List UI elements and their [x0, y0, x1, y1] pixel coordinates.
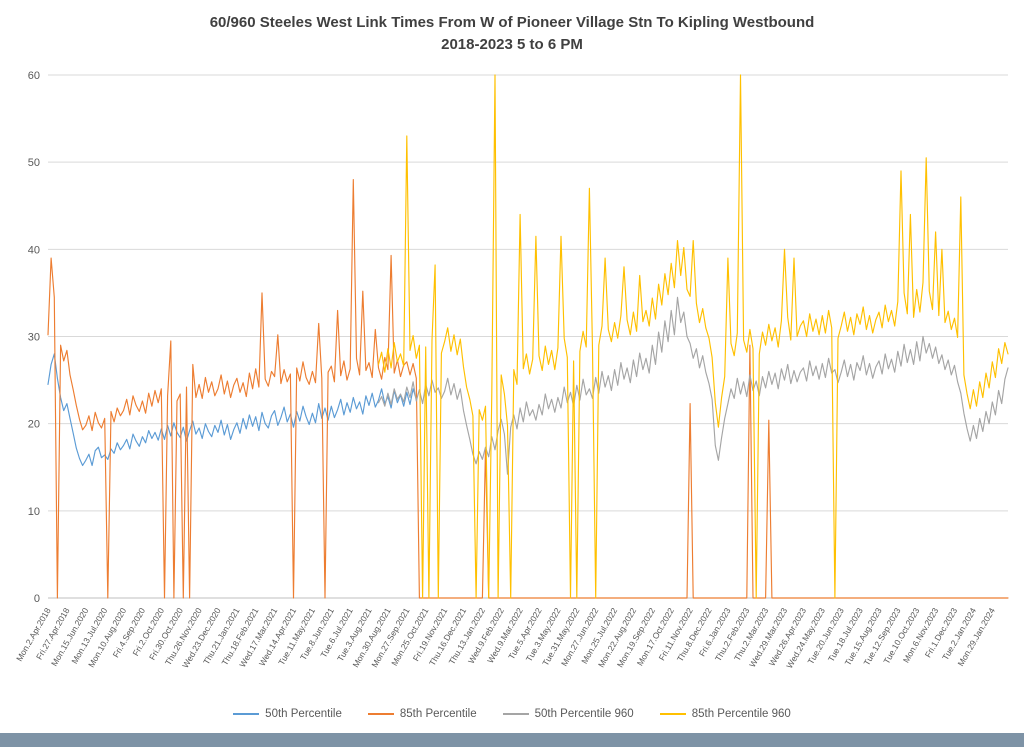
chart-legend: 50th Percentile 85th Percentile 50th Perce…	[0, 708, 1024, 720]
series-line-85th-percentile-960	[377, 74, 1009, 599]
legend-item: 50th Percentile 960	[502, 708, 634, 720]
legend-item: 85th Percentile 960	[659, 708, 791, 720]
y-axis-tick-label: 60	[28, 70, 40, 82]
y-axis-tick-label: 20	[28, 419, 40, 431]
legend-swatch	[502, 712, 529, 716]
legend-item: 50th Percentile	[233, 708, 342, 720]
legend-label: 85th Percentile	[399, 708, 477, 720]
legend-item: 85th Percentile	[367, 708, 477, 720]
legend-swatch	[659, 712, 686, 716]
bottom-bar	[0, 733, 1024, 747]
chart-title: 60/960 Steeles West Link Times From W of…	[209, 14, 815, 31]
series-line-50th-percentile	[47, 353, 417, 467]
legend-swatch	[233, 712, 260, 716]
y-axis-tick-label: 40	[28, 244, 40, 256]
legend-label: 50th Percentile	[265, 708, 342, 720]
legend-label: 50th Percentile 960	[534, 708, 634, 720]
y-axis-tick-label: 30	[28, 332, 40, 344]
y-axis-tick-label: 50	[28, 157, 40, 169]
chart-subtitle: 2018-2023 5 to 6 PM	[441, 35, 583, 53]
chart-title-block: 60/960 Steeles West Link Times From W of…	[0, 12, 1024, 56]
y-axis-tick-label: 10	[28, 506, 40, 518]
legend-label: 85th Percentile 960	[691, 708, 791, 720]
series-line-85th-percentile	[47, 179, 1009, 599]
series-line-50th-percentile-960	[377, 296, 1009, 475]
y-axis-tick-label: 0	[34, 593, 40, 605]
legend-swatch	[367, 712, 394, 716]
